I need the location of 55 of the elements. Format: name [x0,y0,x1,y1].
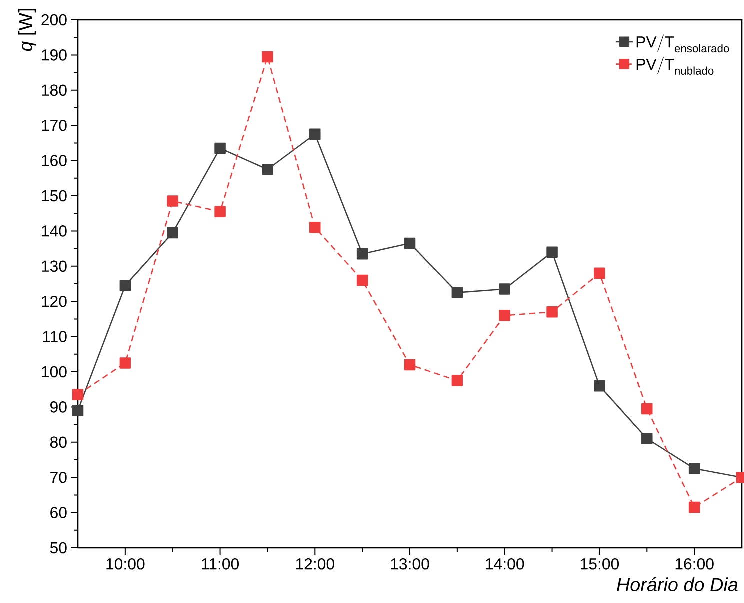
point [546,306,558,318]
point [642,433,653,445]
point [120,280,132,292]
x-tick-label: 12:00 [296,558,334,570]
y-tick-label: 50 [50,542,67,554]
point [167,227,178,239]
y-tick-label: 160 [42,155,67,166]
y-tick-label: 140 [42,226,67,237]
point [499,310,510,322]
point [310,222,321,234]
y-tick-label: 170 [42,120,67,132]
point [452,287,464,298]
point [594,268,606,280]
x-tick-label: 14:00 [486,558,524,570]
y-tick-label: 100 [42,366,67,378]
point [214,142,226,154]
point [642,403,653,415]
legend-label: $\mathrm{PV/T}_{\mathrm{ensolarado}}$ [636,34,730,53]
y-tick-label: 60 [50,507,67,518]
point [499,284,510,295]
x-tick-label: 13:00 [391,558,430,570]
point [262,164,274,176]
point [356,274,368,286]
y-tick-label: 110 [43,331,67,342]
y-tick-label: 80 [50,436,67,448]
point [594,380,606,392]
y-tick-label: 120 [42,296,67,308]
point [167,196,178,207]
point [72,405,84,416]
y-tick-label: 200 [42,14,67,26]
point [452,375,464,386]
y-tick-label: 90 [50,402,67,413]
x-tick-label: 16:00 [676,558,714,570]
x-tick-label: 11:00 [202,558,240,570]
y-tick-label: 150 [42,190,67,202]
point [688,463,700,474]
point [120,358,132,369]
point [214,206,226,218]
point [546,246,558,258]
point [688,502,700,514]
y-tick-label: 130 [42,260,67,272]
point [404,238,416,250]
x-tick-label: 10:00 [106,558,145,570]
x-tick-label: 15:00 [580,558,620,570]
point [72,389,84,401]
x-axis-title: Horário do Dia [617,577,738,592]
point [262,51,274,63]
point [310,128,321,140]
point [404,359,416,371]
y-axis-title: q [W] [18,9,36,52]
legend-label: $\mathrm{PV/T}_{\mathrm{nublado}}$ [636,57,714,75]
y-tick-label: 70 [50,472,67,484]
point [356,248,368,260]
y-tick-label: 190 [42,50,67,61]
y-tick-label: 180 [42,84,67,96]
